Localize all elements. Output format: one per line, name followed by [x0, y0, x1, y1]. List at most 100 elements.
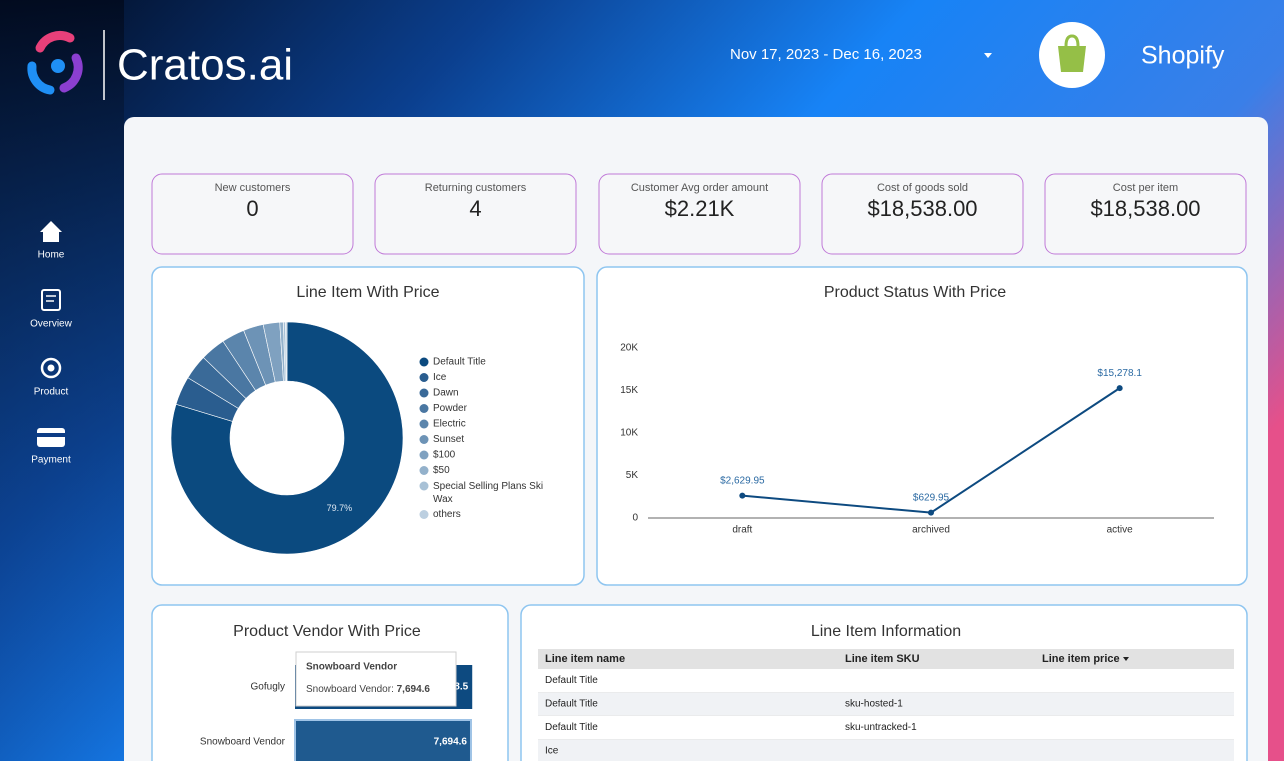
line-point — [928, 509, 934, 516]
date-range[interactable]: Nov 17, 2023 - Dec 16, 2023 — [730, 46, 922, 63]
legend-swatch — [419, 357, 429, 367]
sidebar — [0, 0, 124, 761]
column-header[interactable]: Line item SKU — [845, 653, 920, 665]
legend-swatch — [419, 510, 429, 519]
legend-label: Default Title — [433, 357, 486, 368]
overview-icon[interactable] — [41, 289, 61, 311]
column-header[interactable]: Line item price — [1042, 653, 1120, 665]
legend-swatch — [419, 404, 429, 413]
bar-label: 7,694.6 — [434, 737, 468, 748]
kpi-card — [151, 173, 354, 255]
kpi-card — [374, 173, 577, 255]
kpi-label: Cost of goods sold — [877, 182, 968, 194]
y-tick-label: 15K — [620, 385, 638, 396]
kpi-value: 0 — [246, 196, 258, 221]
nav-label[interactable]: Overview — [30, 319, 72, 330]
pie-slice — [285, 321, 288, 382]
legend-swatch — [419, 450, 429, 460]
table: Line Item Information Line item name Line … — [538, 623, 1234, 761]
kpi-value: $18,538.00 — [867, 196, 977, 221]
legend-label: Electric — [433, 419, 466, 430]
sort-arrow — [1123, 657, 1129, 661]
kpi-label: Returning customers — [425, 182, 527, 194]
nav-label[interactable]: Product — [34, 387, 69, 398]
bar — [294, 719, 472, 761]
y-tick-label: 20K — [620, 343, 638, 354]
nav-label[interactable]: Home — [38, 250, 65, 261]
column-header[interactable]: Line item name — [545, 653, 625, 665]
table-cell: sku-hosted-1 — [845, 699, 903, 710]
shopify-handle — [1064, 34, 1080, 47]
x-tick-label: archived — [912, 525, 950, 536]
x-tick-label: draft — [732, 525, 752, 536]
nav-label[interactable]: Payment — [31, 455, 71, 466]
home-icon[interactable] — [40, 221, 62, 242]
data-label: $2,629.95 — [720, 475, 765, 486]
table-row — [538, 739, 1234, 761]
nav-icons — [37, 221, 65, 447]
table-row — [538, 716, 1234, 740]
line-card — [596, 266, 1248, 586]
kpi-label: Customer Avg order amount — [631, 182, 768, 194]
legend-label: $100 — [433, 450, 456, 461]
legend-label: Special Selling Plans Ski Wax — [433, 481, 546, 505]
brand: Cratos.ai — [117, 41, 293, 90]
table-row — [538, 669, 1234, 693]
kpi-label: Cost per item — [1113, 182, 1178, 194]
platform: Shopify — [1141, 42, 1225, 70]
chart-title: Line Item With Price — [296, 284, 439, 301]
tooltip-line: Snowboard Vendor: 7,694.6 — [306, 684, 430, 695]
data-label: $15,278.1 — [1097, 368, 1142, 379]
kpi-value: $2.21K — [665, 196, 735, 221]
pie-slice — [170, 321, 404, 555]
kpi-value: 4 — [469, 196, 481, 221]
line-point — [1116, 385, 1123, 392]
payment-icon[interactable] — [37, 428, 65, 447]
dropdown-arrow[interactable] — [984, 53, 992, 58]
legend-swatch — [419, 373, 429, 382]
legend-label: Sunset — [433, 434, 464, 445]
legend-label: others — [433, 509, 461, 520]
x-tick-label: active — [1107, 525, 1134, 536]
legend-swatch — [419, 388, 429, 398]
legend-swatch — [419, 419, 429, 429]
shopify-bag — [1058, 46, 1086, 72]
table-cell: Default Title — [545, 699, 598, 710]
table-row — [538, 692, 1234, 716]
nav: Home Overview Product Payment — [30, 250, 72, 466]
tooltip-value: 7,694.6 — [397, 684, 431, 695]
y-tick-label: 10K — [620, 428, 638, 439]
tooltip-box — [295, 651, 457, 707]
tooltip: Snowboard Vendor Snowboard Vendor: 7,694… — [295, 651, 457, 707]
kpi-card — [821, 173, 1024, 255]
table-cell: Default Title — [545, 675, 598, 686]
table-cell: Ice — [545, 746, 559, 757]
line-point — [739, 492, 746, 499]
kpi-value: $18,538.00 — [1090, 196, 1200, 221]
y-tick-label: 0 — [632, 513, 638, 524]
legend-label: $50 — [433, 465, 450, 476]
logo — [27, 30, 105, 100]
kpi-card — [598, 173, 801, 255]
tooltip-label: Snowboard Vendor: — [306, 684, 394, 695]
table-cell: sku-untracked-1 — [845, 722, 917, 733]
pie-chart: Line Item With Price 79.7% Default Title Ic… — [170, 284, 546, 555]
legend-label: Powder — [433, 403, 468, 414]
chart-title: Product Status With Price — [824, 284, 1006, 301]
legend-swatch — [419, 435, 429, 444]
table-cell: Default Title — [545, 722, 598, 733]
kpi-row: New customers 0 Returning customers 4 Custom… — [151, 173, 1247, 255]
tooltip-title: Snowboard Vendor — [306, 662, 397, 673]
product-icon[interactable] — [40, 357, 62, 379]
y-tick-label: 5K — [626, 470, 639, 481]
legend-label: Ice — [433, 372, 447, 383]
slice-label: 79.7% — [327, 503, 353, 513]
legend-label: Dawn — [433, 388, 459, 399]
y-tick-label: Snowboard Vendor — [200, 737, 286, 748]
data-label: $629.95 — [913, 492, 950, 503]
legend-swatch — [419, 466, 429, 475]
table-title: Line Item Information — [811, 623, 961, 640]
y-tick-label: Gofugly — [251, 682, 285, 693]
